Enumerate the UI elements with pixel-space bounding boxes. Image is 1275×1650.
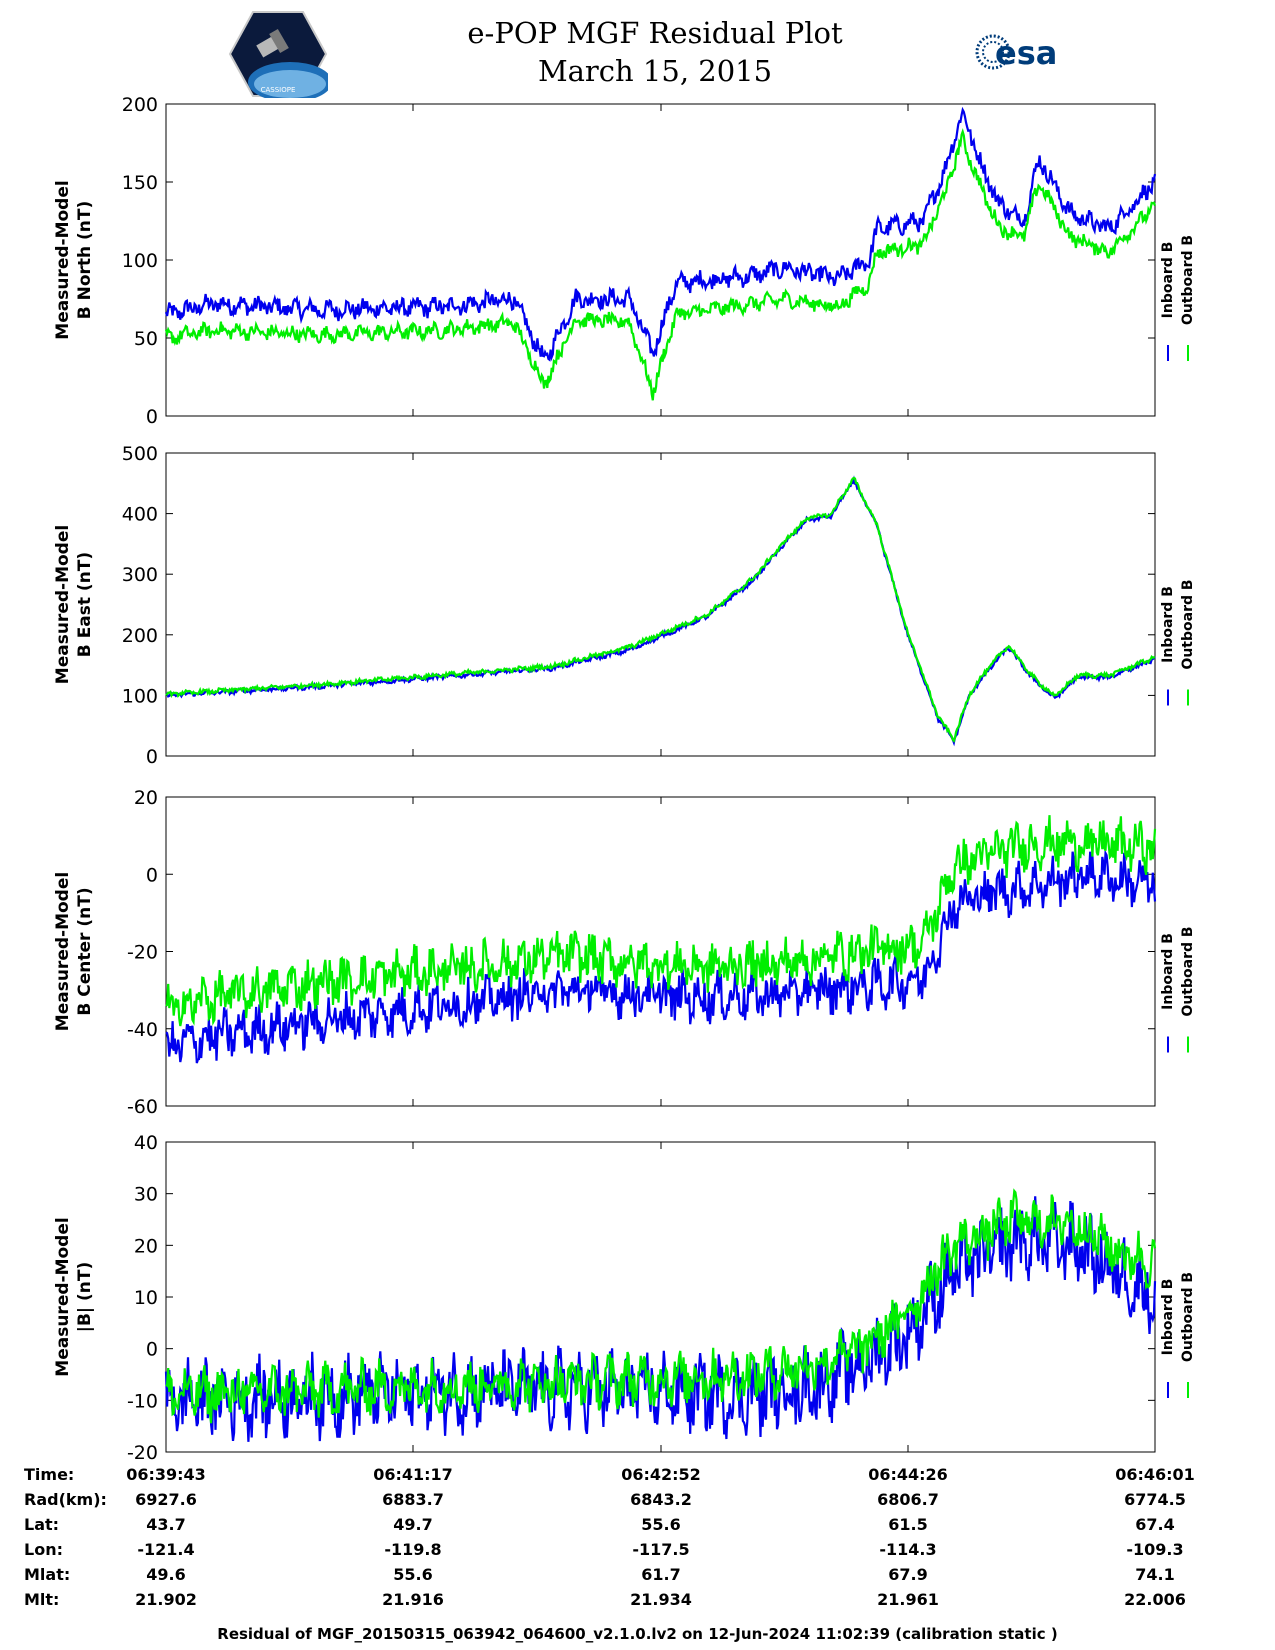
info-value: 6927.6	[135, 1490, 197, 1509]
info-value: 67.4	[1135, 1515, 1175, 1534]
info-row-label: Mlat:	[24, 1565, 71, 1584]
y-tick-label: 30	[134, 1184, 158, 1206]
series-line-inboard	[165, 475, 1156, 747]
info-value: 43.7	[146, 1515, 186, 1534]
y-tick-label: 400	[122, 504, 158, 526]
y-tick-label: 20	[134, 1235, 158, 1257]
y-tick-label: 0	[146, 746, 158, 768]
info-value: 67.9	[888, 1565, 928, 1584]
y-tick-label: 20	[134, 787, 158, 809]
y-tick-label: 300	[122, 564, 158, 586]
y-tick-label: 0	[146, 1339, 158, 1361]
y-tick-label: 200	[122, 94, 158, 116]
panel-2: 0 100 200 300 400 500 Measured-Model B East (nT…	[53, 443, 1196, 768]
info-value: 21.961	[877, 1590, 939, 1609]
info-row-label: Mlt:	[24, 1590, 60, 1609]
y-tick-label: -10	[127, 1390, 158, 1412]
panel-frame	[165, 452, 1156, 757]
y-tick-label: 10	[134, 1287, 158, 1309]
y-tick-label: -60	[127, 1096, 158, 1118]
info-value: 06:39:43	[126, 1465, 206, 1484]
info-value: 06:46:01	[1115, 1465, 1195, 1484]
info-value: 49.7	[393, 1515, 433, 1534]
y-axis-label: Measured-Model |B| (nT)	[53, 1217, 95, 1376]
info-value: -114.3	[879, 1540, 937, 1559]
info-value: -117.5	[632, 1540, 690, 1559]
legend-label-inboard: Inboard B	[1160, 1279, 1176, 1356]
series-line-outboard	[165, 815, 1157, 1027]
info-row-label: Lon:	[24, 1540, 63, 1559]
y-tick-label: 200	[122, 625, 158, 647]
info-value: 22.006	[1124, 1590, 1186, 1609]
y-tick-label: -20	[127, 1442, 158, 1464]
chart-date: March 15, 2015	[537, 54, 773, 88]
info-value: 6806.7	[877, 1490, 939, 1509]
y-axis-label: Measured-Model B East (nT)	[53, 525, 95, 684]
info-value: 21.916	[382, 1590, 444, 1609]
svg-text:CASSIOPE: CASSIOPE	[261, 86, 296, 94]
legend-label-outboard: Outboard B	[1180, 1272, 1196, 1362]
y-tick-label: 500	[122, 443, 158, 465]
info-value: 21.902	[135, 1590, 197, 1609]
panel-frame	[165, 796, 1156, 1107]
chart-title: e-POP MGF Residual Plot	[467, 16, 843, 50]
y-tick-label: 100	[122, 685, 158, 707]
y-axis-label: Measured-Model B Center (nT)	[53, 872, 95, 1031]
info-value: 06:42:52	[621, 1465, 701, 1484]
svg-text:esa: esa	[995, 34, 1057, 72]
legend-label-outboard: Outboard B	[1180, 926, 1196, 1016]
y-tick-label: 0	[146, 864, 158, 886]
esa-logo: esa	[975, 34, 1057, 72]
y-tick-label: -20	[127, 942, 158, 964]
series-line-inboard	[165, 848, 1157, 1064]
info-value: 74.1	[1135, 1565, 1175, 1584]
info-value: 61.7	[641, 1565, 681, 1584]
info-value: 6774.5	[1124, 1490, 1186, 1509]
panel-3: -60 -40 -20 0 20 Measured-Model B Center (nT) I…	[53, 787, 1196, 1118]
y-tick-label: -40	[127, 1019, 158, 1041]
legend-label-inboard: Inboard B	[1160, 586, 1176, 663]
legend-label-inboard: Inboard B	[1160, 933, 1176, 1010]
series-line-inboard	[164, 106, 1157, 362]
info-row-label: Rad(km):	[24, 1490, 107, 1509]
panel-1: 0 50 100 150 200 Measured-Model B North (nT) In…	[53, 94, 1196, 428]
y-axis-label: Measured-Model B North (nT)	[53, 180, 95, 339]
info-row-label: Time:	[24, 1465, 75, 1484]
info-value: 06:44:26	[868, 1465, 948, 1484]
info-value: 61.5	[888, 1515, 928, 1534]
y-tick-label: 150	[122, 172, 158, 194]
cassiope-logo: CASSIOPE	[228, 11, 328, 98]
legend-label-outboard: Outboard B	[1180, 235, 1196, 325]
y-tick-label: 50	[134, 328, 158, 350]
info-value: -121.4	[137, 1540, 195, 1559]
y-tick-label: 40	[134, 1132, 158, 1154]
footer-caption: Residual of MGF_20150315_063942_064600_v…	[217, 1625, 1058, 1643]
info-value: 55.6	[641, 1515, 681, 1534]
series-line-outboard	[165, 476, 1156, 743]
panel-4: -20 -10 0 10 20 30 40 Measured-Model |B| (nT) Inb…	[53, 1132, 1196, 1464]
series-line-outboard	[165, 1188, 1157, 1424]
info-value: 6883.7	[382, 1490, 444, 1509]
y-tick-label: 0	[146, 406, 158, 428]
info-value: -109.3	[1126, 1540, 1184, 1559]
info-value: 06:41:17	[373, 1465, 453, 1484]
series-line-outboard	[164, 128, 1157, 401]
info-value: 49.6	[146, 1565, 186, 1584]
y-tick-label: 100	[122, 250, 158, 272]
legend-label-inboard: Inboard B	[1160, 242, 1176, 319]
info-value: 6843.2	[630, 1490, 692, 1509]
legend-label-outboard: Outboard B	[1180, 579, 1196, 669]
info-row-label: Lat:	[24, 1515, 60, 1534]
info-value: 21.934	[630, 1590, 692, 1609]
info-value: 55.6	[393, 1565, 433, 1584]
info-value: -119.8	[384, 1540, 442, 1559]
